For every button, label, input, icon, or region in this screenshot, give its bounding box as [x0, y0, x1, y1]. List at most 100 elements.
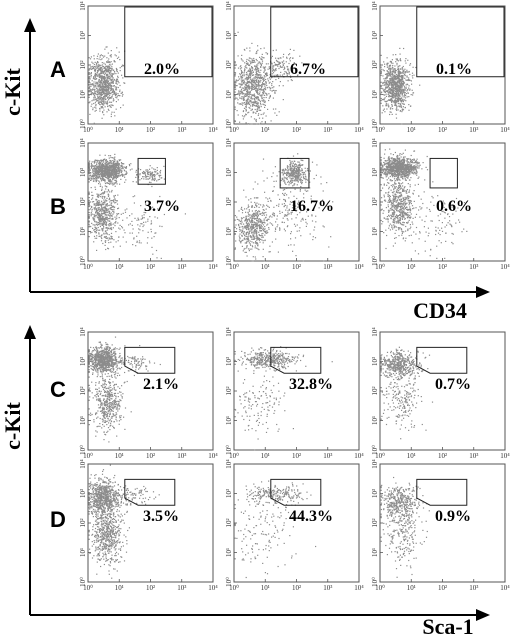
event-point: [108, 220, 111, 222]
event-point: [143, 224, 145, 226]
event-point: [259, 78, 261, 80]
event-point: [286, 166, 288, 168]
event-point: [291, 171, 293, 173]
event-point: [99, 219, 101, 222]
event-point: [118, 236, 120, 238]
event-point: [234, 98, 236, 100]
event-point: [95, 181, 97, 183]
event-point: [401, 103, 403, 105]
event-point: [241, 102, 243, 104]
event-point: [107, 209, 109, 211]
event-point: [250, 123, 252, 125]
event-point: [251, 215, 253, 218]
event-point: [147, 171, 149, 173]
event-point: [95, 68, 97, 70]
event-point: [94, 221, 96, 223]
event-point: [112, 227, 114, 229]
event-point: [273, 86, 275, 88]
event-point: [266, 73, 268, 75]
event-point: [113, 91, 115, 93]
event-point: [91, 166, 93, 168]
event-point: [89, 66, 92, 68]
event-point: [98, 64, 100, 66]
event-point: [266, 93, 268, 95]
event-point: [119, 175, 122, 177]
event-point: [111, 157, 113, 159]
event-point: [245, 196, 247, 198]
event-point: [101, 204, 103, 206]
event-point: [106, 160, 108, 162]
event-point: [242, 99, 245, 101]
event-point: [111, 111, 113, 113]
event-point: [393, 76, 395, 78]
event-point: [113, 61, 115, 63]
event-point: [114, 115, 116, 117]
event-point: [271, 223, 273, 225]
event-point: [105, 75, 108, 77]
event-point: [386, 108, 388, 110]
event-point: [99, 217, 101, 219]
event-point: [121, 95, 123, 97]
event-point: [403, 85, 405, 87]
event-point: [249, 240, 251, 242]
event-point: [257, 91, 259, 94]
event-point: [101, 84, 103, 86]
event-point: [110, 84, 112, 87]
event-point: [248, 57, 250, 59]
event-point: [107, 69, 109, 71]
event-point: [102, 220, 104, 222]
event-point: [95, 65, 97, 67]
event-point: [265, 75, 267, 77]
event-point: [99, 75, 101, 77]
gate-percentage: 2.0%: [144, 61, 180, 78]
event-point: [393, 70, 395, 72]
event-point: [301, 168, 303, 170]
event-point: [245, 66, 247, 68]
event-point: [247, 74, 249, 76]
event-point: [104, 179, 106, 181]
event-point: [104, 169, 106, 171]
event-point: [116, 83, 118, 85]
event-point: [391, 85, 393, 87]
event-point: [269, 94, 271, 97]
event-point: [254, 74, 256, 76]
event-point: [93, 92, 95, 94]
event-point: [104, 106, 106, 108]
event-point: [102, 177, 104, 179]
event-point: [263, 77, 265, 79]
event-point: [395, 99, 397, 102]
event-point: [255, 83, 257, 86]
event-point: [401, 75, 403, 77]
event-point: [110, 165, 112, 167]
event-point: [118, 160, 121, 162]
event-point: [403, 88, 405, 90]
event-point: [96, 67, 98, 69]
event-point: [266, 84, 268, 87]
event-point: [261, 53, 263, 55]
event-point: [256, 71, 258, 73]
event-point: [107, 248, 110, 250]
event-point: [396, 97, 398, 100]
event-point: [114, 173, 116, 175]
event-point: [108, 199, 110, 201]
event-point: [251, 42, 253, 44]
event-point: [260, 48, 262, 50]
event-point: [96, 210, 98, 212]
event-point: [100, 170, 102, 172]
event-point: [117, 99, 119, 101]
event-point: [101, 103, 104, 105]
event-point: [253, 79, 255, 82]
event-point: [158, 178, 161, 180]
event-point: [99, 196, 101, 198]
event-point: [88, 216, 90, 218]
event-point: [394, 99, 396, 101]
event-point: [92, 172, 94, 174]
event-point: [243, 79, 245, 81]
event-point: [110, 169, 112, 171]
event-point: [383, 98, 385, 100]
event-point: [124, 211, 127, 213]
event-point: [256, 206, 258, 208]
event-point: [106, 81, 109, 83]
event-point: [102, 230, 104, 232]
event-point: [396, 59, 398, 61]
